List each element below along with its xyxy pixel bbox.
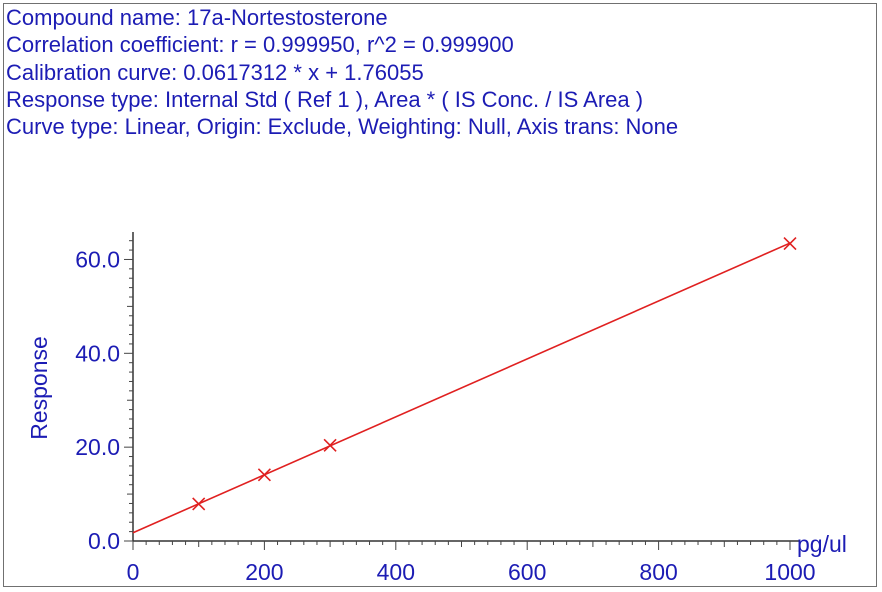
y-axis-label: Response — [26, 336, 52, 440]
data-point — [783, 236, 797, 251]
data-point-stroke — [257, 468, 271, 482]
data-point — [257, 468, 271, 482]
y-tick-label: 60.0 — [75, 246, 120, 272]
x-tick-label: 400 — [377, 559, 415, 585]
curve-type: Curve type: Linear, Origin: Exclude, Wei… — [6, 114, 679, 140]
data-point-stroke — [783, 236, 797, 251]
data-point-stroke — [192, 497, 206, 511]
axes — [124, 232, 800, 550]
fit-line — [132, 242, 791, 534]
data-point — [323, 438, 337, 452]
y-tick-label: 0.0 — [88, 528, 120, 554]
x-tick-label: 200 — [245, 559, 283, 585]
x-axis-label: pg/ul — [797, 531, 847, 557]
x-tick-label: 600 — [508, 559, 546, 585]
data-point-stroke — [323, 438, 337, 452]
fit-line-group — [132, 242, 791, 534]
data-point — [192, 497, 206, 511]
plot-frame — [3, 3, 877, 587]
x-tick-label: 1000 — [764, 559, 815, 585]
calibration-curve: Calibration curve: 0.0617312 * x + 1.760… — [6, 59, 424, 85]
x-tick-label: 800 — [639, 559, 677, 585]
compound-name: Compound name: 17a-Nortestosterone — [6, 5, 388, 30]
correlation-coefficient: Correlation coefficient: r = 0.999950, r… — [6, 32, 514, 58]
y-tick-label: 20.0 — [75, 434, 120, 460]
response-type: Response type: Internal Std ( Ref 1 ), A… — [6, 86, 644, 112]
x-tick-label: 0 — [127, 559, 140, 585]
calibration-info: Compound name: 17a-Nortestosterone Corre… — [6, 4, 678, 140]
y-tick-label: 40.0 — [75, 340, 120, 366]
data-points — [192, 236, 797, 511]
axis-labels: 0 200 400 600 800 1000 0.0 20.0 40.0 60.0 pg/ul Res… — [26, 246, 847, 585]
